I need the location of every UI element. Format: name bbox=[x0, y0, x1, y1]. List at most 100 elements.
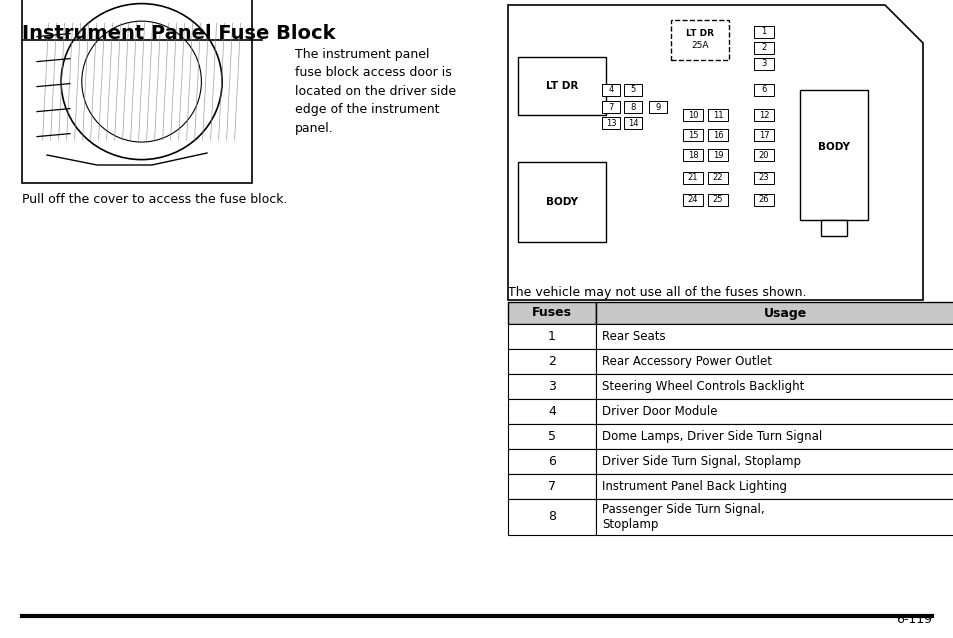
Text: Usage: Usage bbox=[763, 306, 807, 320]
Text: 1: 1 bbox=[547, 330, 556, 343]
Text: 22: 22 bbox=[712, 174, 722, 182]
Text: Rear Accessory Power Outlet: Rear Accessory Power Outlet bbox=[601, 355, 771, 368]
Ellipse shape bbox=[61, 4, 222, 160]
Text: 23: 23 bbox=[758, 174, 768, 182]
Text: Fuses: Fuses bbox=[532, 306, 572, 320]
Text: 8: 8 bbox=[630, 103, 635, 112]
Text: 10: 10 bbox=[687, 110, 698, 119]
Bar bbox=[753, 149, 773, 161]
Text: 2: 2 bbox=[760, 43, 766, 52]
Bar bbox=[753, 84, 773, 96]
Text: 6: 6 bbox=[760, 85, 766, 94]
Text: 16: 16 bbox=[712, 131, 722, 140]
Text: 5: 5 bbox=[630, 85, 635, 94]
Text: 13: 13 bbox=[605, 119, 616, 128]
Bar bbox=[596, 399, 953, 424]
Bar bbox=[682, 129, 702, 141]
Bar bbox=[601, 117, 619, 129]
Text: Pull off the cover to access the fuse block.: Pull off the cover to access the fuse bl… bbox=[22, 193, 287, 206]
Text: Driver Side Turn Signal, Stoplamp: Driver Side Turn Signal, Stoplamp bbox=[601, 455, 801, 468]
Bar bbox=[753, 109, 773, 121]
Text: BODY: BODY bbox=[545, 197, 578, 207]
Text: 26: 26 bbox=[758, 195, 768, 205]
Bar bbox=[507, 302, 596, 324]
Text: 19: 19 bbox=[712, 151, 722, 160]
Bar bbox=[507, 474, 596, 499]
Text: LT DR: LT DR bbox=[685, 29, 713, 38]
Text: LT DR: LT DR bbox=[545, 81, 578, 91]
Bar bbox=[596, 374, 953, 399]
Bar bbox=[596, 349, 953, 374]
Text: 9: 9 bbox=[655, 103, 659, 112]
Text: 24: 24 bbox=[687, 195, 698, 205]
Bar bbox=[707, 194, 727, 206]
Bar bbox=[596, 324, 953, 349]
Bar bbox=[507, 374, 596, 399]
Text: 17: 17 bbox=[758, 131, 768, 140]
Bar bbox=[707, 172, 727, 184]
Bar bbox=[596, 424, 953, 449]
Bar bbox=[517, 162, 605, 242]
Text: Steering Wheel Controls Backlight: Steering Wheel Controls Backlight bbox=[601, 380, 803, 393]
Bar bbox=[800, 90, 867, 220]
Polygon shape bbox=[507, 5, 923, 300]
Bar bbox=[596, 474, 953, 499]
Bar bbox=[507, 349, 596, 374]
Bar bbox=[753, 194, 773, 206]
Text: 6-119: 6-119 bbox=[895, 613, 931, 626]
Bar bbox=[601, 84, 619, 96]
Bar bbox=[648, 101, 666, 113]
Text: 7: 7 bbox=[608, 103, 613, 112]
Text: 2: 2 bbox=[547, 355, 556, 368]
Bar bbox=[707, 129, 727, 141]
Text: 5: 5 bbox=[547, 430, 556, 443]
Text: 4: 4 bbox=[547, 405, 556, 418]
Bar bbox=[22, 0, 252, 183]
Text: Instrument Panel Fuse Block: Instrument Panel Fuse Block bbox=[22, 24, 335, 43]
Text: 11: 11 bbox=[712, 110, 722, 119]
Text: 25: 25 bbox=[712, 195, 722, 205]
Text: 8: 8 bbox=[547, 510, 556, 524]
Bar bbox=[623, 84, 641, 96]
Text: Instrument Panel Back Lighting: Instrument Panel Back Lighting bbox=[601, 480, 786, 493]
Text: 15: 15 bbox=[687, 131, 698, 140]
Text: 1: 1 bbox=[760, 27, 766, 36]
Bar bbox=[596, 302, 953, 324]
Text: 12: 12 bbox=[758, 110, 768, 119]
Bar bbox=[682, 172, 702, 184]
Bar bbox=[753, 172, 773, 184]
Bar bbox=[507, 424, 596, 449]
Text: 3: 3 bbox=[760, 59, 766, 68]
Bar bbox=[507, 449, 596, 474]
Bar bbox=[596, 499, 953, 535]
Bar bbox=[821, 220, 846, 236]
Bar bbox=[623, 117, 641, 129]
Text: Rear Seats: Rear Seats bbox=[601, 330, 665, 343]
Text: The vehicle may not use all of the fuses shown.: The vehicle may not use all of the fuses… bbox=[507, 286, 805, 299]
Bar bbox=[682, 149, 702, 161]
Text: 6: 6 bbox=[547, 455, 556, 468]
Text: Passenger Side Turn Signal,
Stoplamp: Passenger Side Turn Signal, Stoplamp bbox=[601, 503, 763, 531]
Text: 25A: 25A bbox=[691, 41, 708, 50]
Bar bbox=[753, 129, 773, 141]
Bar bbox=[507, 324, 596, 349]
Bar bbox=[507, 499, 596, 535]
Bar bbox=[596, 449, 953, 474]
Bar bbox=[682, 194, 702, 206]
Bar bbox=[753, 42, 773, 54]
Text: Dome Lamps, Driver Side Turn Signal: Dome Lamps, Driver Side Turn Signal bbox=[601, 430, 821, 443]
Bar bbox=[601, 101, 619, 113]
Text: 18: 18 bbox=[687, 151, 698, 160]
Ellipse shape bbox=[82, 21, 201, 142]
Text: The instrument panel
fuse block access door is
located on the driver side
edge o: The instrument panel fuse block access d… bbox=[294, 48, 456, 135]
Text: 20: 20 bbox=[758, 151, 768, 160]
Text: BODY: BODY bbox=[817, 142, 849, 152]
Bar bbox=[507, 399, 596, 424]
Text: 21: 21 bbox=[687, 174, 698, 182]
Bar bbox=[753, 58, 773, 70]
Bar bbox=[707, 109, 727, 121]
Text: 14: 14 bbox=[627, 119, 638, 128]
Text: Driver Door Module: Driver Door Module bbox=[601, 405, 717, 418]
Bar bbox=[517, 57, 605, 115]
Text: 4: 4 bbox=[608, 85, 613, 94]
